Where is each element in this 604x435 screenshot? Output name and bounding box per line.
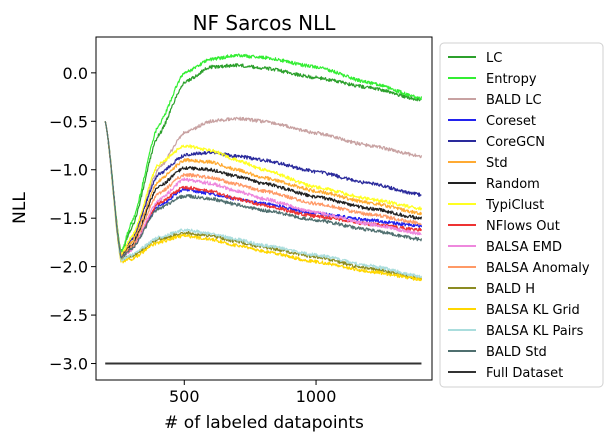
legend-entry-label: TypiClust [485, 198, 544, 213]
legend-entry-label: Std [486, 156, 508, 171]
series-line-lc [104, 63, 422, 254]
series-line-std [104, 121, 423, 259]
y-tick-label: −2.0 [49, 258, 88, 277]
series-line-balsa-anomaly [104, 121, 422, 259]
legend-entry-label: BALD LC [486, 93, 542, 108]
legend-entry-label: Entropy [486, 72, 537, 87]
y-tick-label: −3.0 [49, 355, 88, 374]
legend-entry-label: Full Dataset [486, 366, 563, 381]
legend-entry-label: Random [486, 177, 540, 192]
legend-entry-label: CoreGCN [486, 135, 545, 150]
x-axis-label: # of labeled datapoints [164, 413, 364, 433]
legend-entry-label: BALD Std [486, 345, 547, 360]
legend: LC Entropy BALD LC Coreset CoreGCN Std Random T… [439, 42, 604, 388]
legend-entry-label: NFlows Out [486, 219, 560, 234]
y-tick-label: −1.5 [49, 209, 88, 228]
series-line-bald-lc [104, 116, 423, 257]
series-line-random [104, 121, 423, 258]
legend-entry-label: BALSA KL Pairs [486, 324, 584, 339]
legend-entry-label: LC [486, 51, 502, 66]
series-line-typiclust [104, 121, 423, 257]
series-line-nflows-out [104, 121, 423, 258]
y-tick-label: −0.5 [49, 112, 88, 131]
chart-title: NF Sarcos NLL [193, 11, 337, 35]
legend-entry-label: BALSA EMD [486, 240, 562, 255]
series-line-balsa-emd [104, 121, 422, 259]
y-tick-label: −2.5 [49, 306, 88, 325]
series-line-entropy [104, 53, 423, 255]
legend-entry-label: BALD H [486, 282, 535, 297]
x-axis: 500 1000 [169, 380, 336, 406]
series-line-bald-std [104, 121, 423, 259]
plot-frame [95, 36, 433, 381]
legend-entry-label: BALSA KL Grid [486, 303, 580, 318]
x-tick-label: 500 [169, 387, 200, 406]
y-axis: 0.0 −0.5 −1.0 −1.5 −2.0 −2.5 −3.0 [49, 64, 96, 374]
series-line-balsa-kl-pairs [104, 121, 423, 279]
legend-entry-label: Coreset [486, 114, 536, 129]
legend-box [439, 42, 604, 388]
plot-area [95, 36, 433, 381]
y-axis-label: NLL [10, 192, 30, 224]
series-line-coregcn [104, 121, 422, 258]
y-tick-label: 0.0 [63, 64, 88, 83]
x-tick-label: 1000 [296, 387, 337, 406]
y-tick-label: −1.0 [49, 161, 88, 180]
legend-entry-label: BALSA Anomaly [486, 261, 590, 276]
series-line-balsa-kl-grid [104, 121, 423, 282]
